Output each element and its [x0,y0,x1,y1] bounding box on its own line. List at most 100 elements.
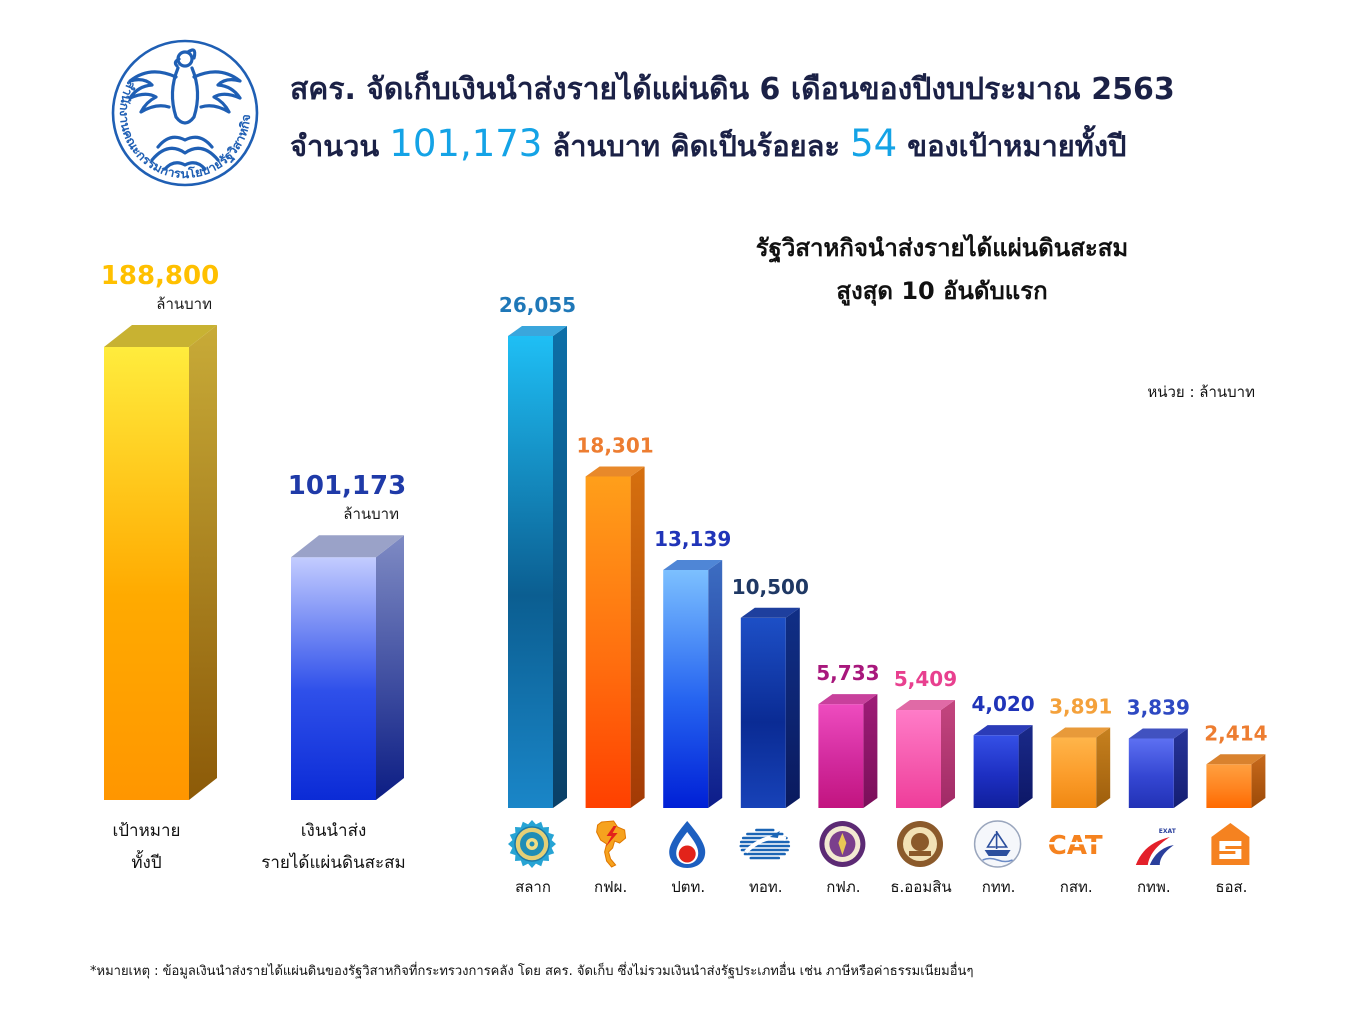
bar-egat-front [585,476,631,808]
seal-bird-emblem-part [150,146,220,162]
category-label: ปตท. [671,878,705,896]
pat-logo-part [982,857,1013,863]
bar-pea-front [818,704,864,808]
seal-logo: สำนักงานคณะกรรมการนโยบายรัฐวิสาหกิจ [111,39,259,187]
aot-logo-part [744,835,787,854]
subtitle-percent: 54 [850,122,898,165]
bar-cat-front [1051,737,1097,808]
bar-ghb-top [1206,754,1266,765]
category-label: กทท. [982,878,1016,896]
category-label: กฟผ. [594,878,627,896]
bar-exat-top [1128,728,1188,739]
cat-logo-lettering: CAT [1048,831,1103,861]
chart-title-line-1: รัฐวิสาหกิจนำส่งรายได้แผ่นดินสะสม [756,233,1128,264]
gsb-logo [897,821,943,867]
category-label: สลาก [515,878,551,896]
seal-bird-emblem-part [192,70,242,114]
value-label: 5,409 [894,667,957,691]
unit-note: หน่วย : ล้านบาท [1147,383,1255,401]
bar-egat-top [585,466,645,477]
page-title: สคร. จัดเก็บเงินนำส่งรายได้แผ่นดิน 6 เดื… [290,72,1175,107]
egat-logo-part [596,820,627,868]
seal-bird-emblem-part [163,161,207,171]
value-label: 5,733 [816,661,879,685]
subtitle-amount: 101,173 [389,122,543,165]
bar-pat [973,725,1033,808]
bar-1-side [376,535,404,800]
bar-exat [1128,728,1188,808]
bar-exat-side [1173,728,1188,808]
category-label: เป้าหมาย [112,821,180,841]
subtitle-middle: ล้านบาท คิดเป็นร้อยละ [552,129,840,163]
chart-title-line-2: สูงสุด 10 อันดับแรก [836,277,1047,307]
bar-pea [818,694,878,808]
bar-1 [291,535,404,800]
seal-bird-emblem-part [173,57,181,68]
pea-logo [819,821,866,867]
bar-ghb-side [1251,754,1266,808]
seal-bird-emblem-part [186,48,197,60]
category-label: กทพ. [1137,878,1171,896]
value-label: 101,173 [288,471,406,501]
bar-0 [104,325,217,800]
ghb-logo-part [1219,841,1242,859]
footnote: *หมายเหตุ : ข้อมูลเงินนำส่งรายได้แผ่นดิน… [90,961,973,979]
value-label: 10,500 [732,575,809,599]
seal-bird-emblem-part [170,66,200,125]
value-label: 18,301 [577,433,654,457]
exat-logo: EXAT [1135,828,1177,865]
bar-lottery-office-front [508,336,553,808]
ptt-logo [669,821,706,868]
cat-logo-part [1044,842,1107,845]
bar-aot-side [785,607,800,808]
category-label: รายได้แผ่นดินสะสม [261,852,406,873]
exat-logo-part [1149,845,1174,865]
lottery-office-logo-part [529,841,535,847]
subtitle-prefix: จำนวน [290,129,380,163]
category-label: เงินนำส่ง [301,821,367,841]
value-label: 4,020 [971,692,1034,716]
bar-gsb-side [941,700,955,808]
bar-ghb-front [1206,764,1252,808]
bar-egat-side [630,466,645,808]
exat-logo-lettering: EXAT [1159,828,1177,835]
bar-cat-side [1096,727,1111,808]
category-label: กสท. [1060,878,1093,896]
bar-gsb-front [896,710,941,808]
bar-pat-side [1018,725,1033,808]
bar-pat-front [973,735,1019,808]
egat-logo-part [605,826,618,847]
bar-aot-front [740,617,786,808]
bar-ptt [663,559,723,808]
bar-ptt-front [663,569,709,808]
bar-egat [585,466,645,808]
value-label: 2,414 [1204,721,1267,745]
seal-ring [111,39,259,187]
value-label: 3,839 [1127,695,1190,719]
pea-logo-part [838,833,847,855]
bar-1-top [291,535,404,558]
cat-logo: CAT [1044,831,1107,861]
category-label: ธอส. [1215,878,1247,896]
pat-logo-part [973,820,1022,868]
value-label: 26,055 [499,293,576,317]
bar-1-front [291,557,376,800]
category-label: ธ.ออมสิน [890,878,951,896]
gsb-logo-part [909,851,931,856]
subtitle-suffix: ของเป้าหมายทั้งปี [907,129,1127,163]
aot-logo [739,828,791,860]
bar-ptt-top [663,559,723,570]
ptt-logo-part [678,845,696,863]
seal-bird-emblem-part [156,135,214,149]
pat-logo-part [986,831,1009,849]
bar-cat-top [1051,727,1111,738]
pat-logo-part [984,850,1011,856]
seal-bird-emblem-part [128,70,178,114]
bar-lottery-office [508,326,567,808]
value-label: 3,891 [1049,695,1112,719]
bar-pat-top [973,725,1033,736]
bar-lottery-office-side [553,326,567,808]
ghb-logo [1211,823,1250,865]
